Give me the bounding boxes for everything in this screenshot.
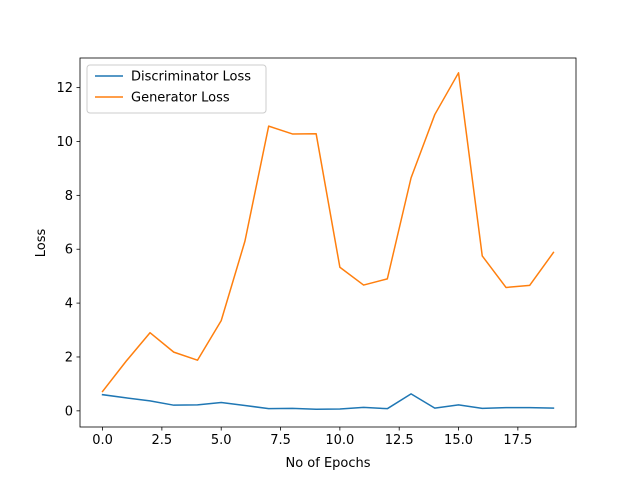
- x-tick-label: 17.5: [503, 433, 532, 448]
- legend: Discriminator Loss Generator Loss: [86, 64, 267, 114]
- axes-frame: [79, 57, 577, 428]
- x-tick-label: 0.0: [92, 433, 113, 448]
- legend-label-generator: Generator Loss: [131, 91, 230, 106]
- axes-layer: 0.0 2.5 5.0 7.5 10.0 12.5 15.0 17.5 0 2 4 6 8 10 12: [56, 57, 577, 448]
- y-tick-label: 2: [65, 350, 73, 365]
- legend-box: [86, 64, 267, 114]
- y-tick-label: 6: [65, 243, 73, 258]
- y-axis-label: Loss: [34, 229, 49, 258]
- x-axis-label: No of Epochs: [285, 456, 370, 471]
- series-line-discriminator: [101, 393, 555, 410]
- x-tick-label: 15.0: [444, 433, 473, 448]
- series-line-generator: [101, 72, 555, 393]
- x-tick-label: 10.0: [325, 433, 354, 448]
- x-tick-label: 2.5: [152, 433, 173, 448]
- x-tick-label: 5.0: [211, 433, 232, 448]
- y-tick-label: 0: [65, 404, 73, 419]
- y-tick-label: 12: [56, 81, 73, 96]
- y-tick-label: 10: [56, 135, 73, 150]
- series-layer: [101, 72, 555, 410]
- y-tick-label: 4: [65, 297, 73, 312]
- plot-area: [80, 58, 576, 427]
- legend-label-discriminator: Discriminator Loss: [131, 70, 251, 85]
- y-tick-label: 8: [65, 189, 73, 204]
- x-tick-label: 12.5: [385, 433, 414, 448]
- x-tick-label: 7.5: [270, 433, 291, 448]
